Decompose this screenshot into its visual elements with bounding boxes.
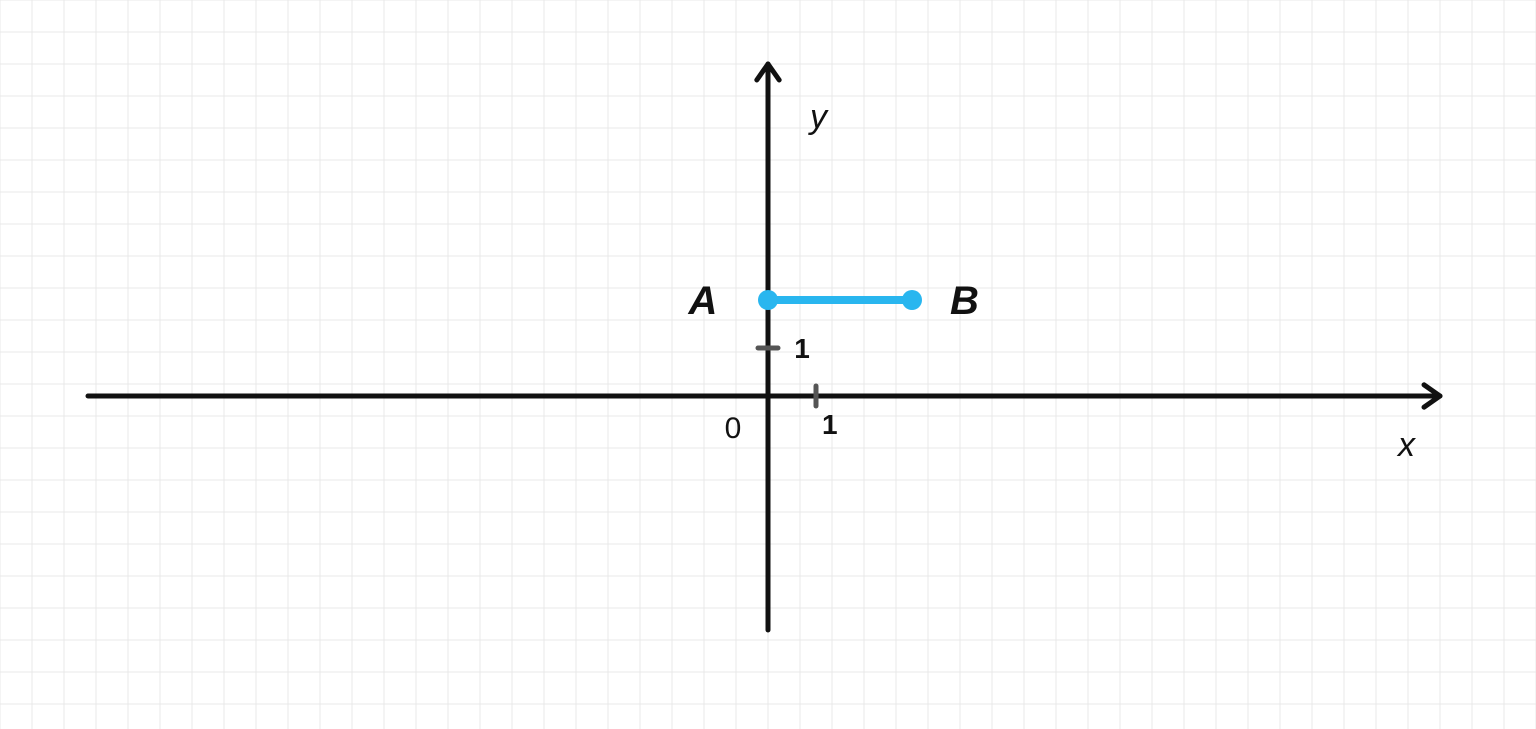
point-b-label: B	[950, 279, 979, 323]
y-tick-1-label: 1	[794, 333, 810, 364]
x-axis-label: x	[1396, 426, 1416, 464]
x-tick-1-label: 1	[822, 409, 838, 440]
y-axis-label: y	[808, 98, 829, 136]
axes: 1 1 0 x y	[88, 64, 1440, 630]
point-a	[758, 290, 778, 310]
origin-label: 0	[725, 412, 742, 445]
point-a-label: A	[688, 279, 718, 323]
coordinate-plane: 110xyAB	[0, 0, 1536, 729]
point-b	[902, 290, 922, 310]
segment-ab: AB	[688, 279, 979, 323]
